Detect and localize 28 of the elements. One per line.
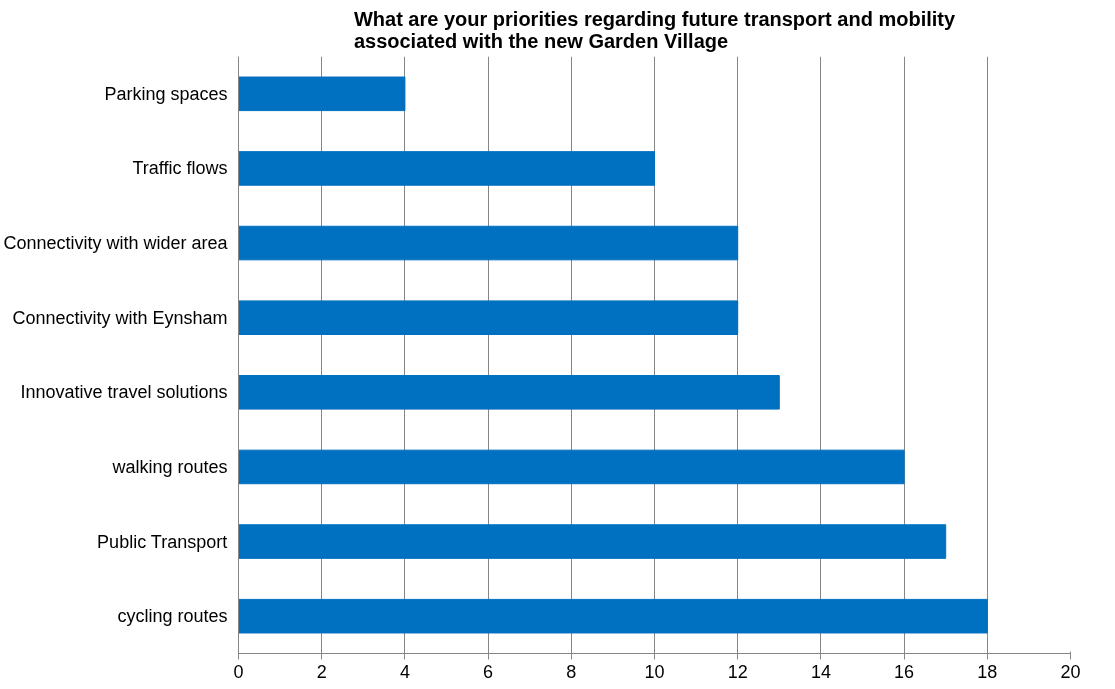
- x-tick-label: 12: [727, 661, 748, 682]
- y-tick-label: cycling routes: [117, 606, 228, 627]
- bar: [238, 449, 905, 485]
- x-tick-label: 6: [483, 661, 494, 682]
- y-tick-label: Traffic flows: [132, 158, 228, 179]
- bar: [238, 524, 947, 559]
- bar: [238, 151, 655, 186]
- bar: [238, 375, 780, 410]
- y-tick-label: Parking spaces: [104, 83, 228, 104]
- x-tick-label: 8: [566, 661, 577, 682]
- x-tick-label: 10: [644, 661, 665, 682]
- y-tick-label: walking routes: [111, 456, 228, 477]
- y-tick-label: Connectivity with wider area: [3, 233, 229, 254]
- x-tick-label: 4: [399, 661, 410, 682]
- x-tick-label: 18: [977, 661, 998, 682]
- x-tick-label: 14: [810, 661, 831, 682]
- bar: [238, 598, 988, 634]
- x-tick-label: 20: [1060, 661, 1081, 682]
- y-tick-label: Connectivity with Eynsham: [12, 307, 228, 328]
- bar: [238, 225, 739, 261]
- x-tick-label: 0: [233, 661, 244, 682]
- bar: [238, 76, 406, 112]
- x-tick-label: 2: [316, 661, 327, 682]
- chart-title: What are your priorities regarding future transport and mobility associated with the new Garden Village: [353, 7, 956, 52]
- y-tick-label: Innovative travel solutions: [20, 382, 228, 403]
- bar: [238, 300, 739, 335]
- y-tick-label: Public Transport: [97, 531, 228, 552]
- x-tick-label: 16: [894, 661, 915, 682]
